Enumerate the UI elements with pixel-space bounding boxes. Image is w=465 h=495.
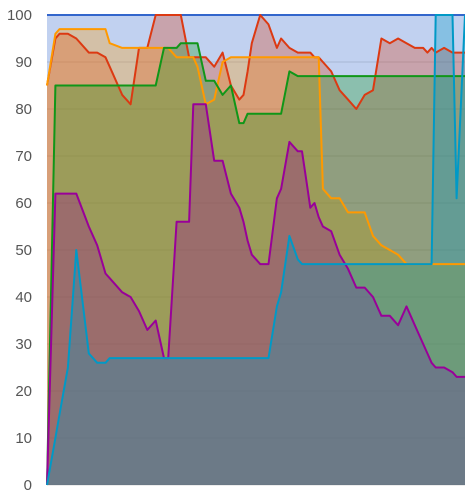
y-tick-label: 100	[7, 7, 32, 24]
series-1-area	[47, 15, 465, 485]
series-6-area	[47, 15, 465, 485]
y-tick-label: 70	[15, 148, 32, 165]
y-tick-label: 80	[15, 101, 32, 118]
series-6-line	[46, 14, 465, 486]
series-4-line	[46, 42, 465, 486]
series-3-area	[47, 29, 465, 485]
y-tick-label: 40	[15, 289, 32, 306]
y-tick-label: 30	[15, 336, 32, 353]
y-tick-label: 90	[15, 54, 32, 71]
series-lines	[46, 14, 465, 486]
series-4-area	[47, 43, 465, 485]
y-tick-label: 0	[24, 477, 32, 494]
y-axis: 0 10 20 30 40 50 60 70 80 90 100	[7, 7, 32, 494]
y-tick-label: 50	[15, 242, 32, 259]
series-2-line	[46, 14, 465, 110]
y-tick-label: 20	[15, 383, 32, 400]
series-2-area	[47, 15, 465, 485]
series-5-area	[47, 104, 465, 486]
series-5-line	[46, 103, 465, 486]
y-tick-label: 60	[15, 195, 32, 212]
y-tick-label: 10	[15, 430, 32, 447]
series-areas	[47, 15, 465, 486]
